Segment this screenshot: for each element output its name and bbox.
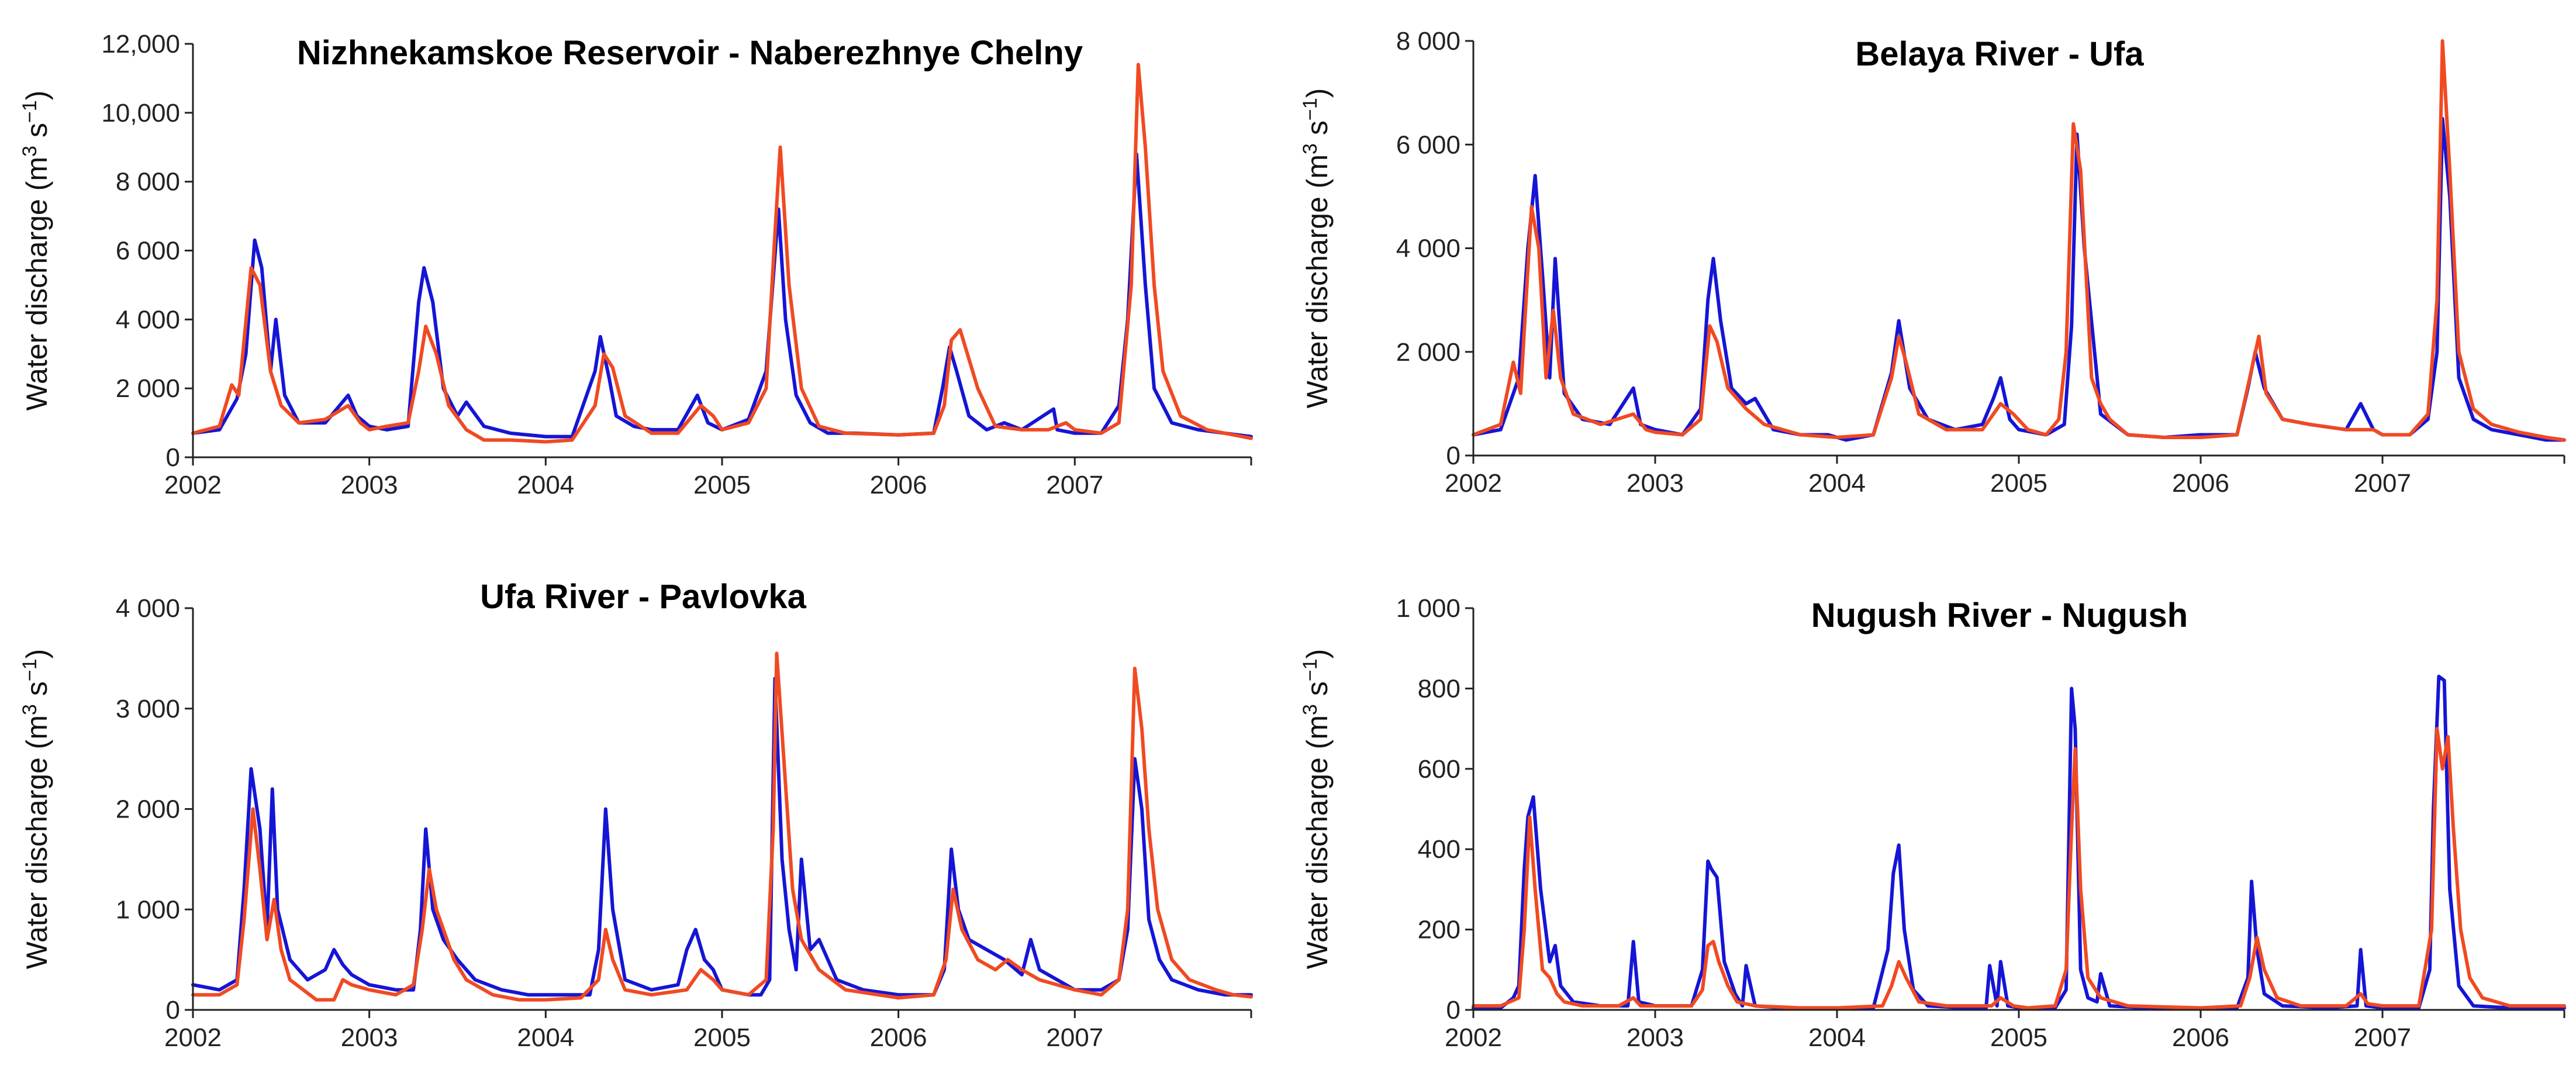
y-tick-label: 2 000	[1396, 338, 1460, 367]
y-axis-label-superscript: 3	[1299, 704, 1321, 715]
y-tick-label: 6 000	[116, 237, 180, 265]
y-tick-label: 8 000	[116, 168, 180, 196]
x-tick-label: 2002	[1445, 1023, 1502, 1052]
x-tick-label: 2003	[1627, 1023, 1684, 1052]
y-tick-label: 0	[166, 443, 180, 472]
x-tick-label: 2006	[2172, 1023, 2229, 1052]
x-tick-label: 2006	[870, 1023, 927, 1052]
y-tick-label: 0	[166, 996, 180, 1025]
panel-belaya: 0 2 000 4 000 6 000 8 000 2002 2003 2004 2005 200…	[1299, 27, 2566, 498]
series-simulated-line	[191, 63, 1253, 444]
y-axis-label-part: )	[20, 91, 53, 101]
panel-title: Belaya River - Ufa	[1855, 35, 2144, 73]
y-axis-label: Water discharge (m3 s−1)	[1299, 88, 1334, 409]
y-tick-label: 0	[1446, 441, 1460, 470]
y-tick-label: 3 000	[116, 695, 180, 723]
y-axis-label-part: )	[1301, 649, 1334, 659]
x-tick-label: 2006	[2172, 469, 2229, 498]
x-tick-label: 2004	[1808, 1023, 1866, 1052]
x-tick-label: 2003	[341, 1023, 398, 1052]
panel-title: Ufa River - Pavlovka	[480, 578, 806, 616]
panel-nizhnekamskoe: 0 2 000 4 000 6 000 8 000 10,000 12,000 2002 200…	[19, 30, 1253, 499]
y-axis-label-superscript: 3	[19, 704, 41, 715]
series-simulated-line	[1472, 39, 2566, 442]
y-tick-label: 4 000	[1396, 234, 1460, 263]
y-axis-label-superscript: 3	[1299, 143, 1321, 154]
y-tick-label: 4 000	[116, 305, 180, 334]
y-tick-label: 2 000	[116, 795, 180, 824]
y-axis-label-superscript: −1	[19, 658, 41, 681]
y-axis-label-part: Water discharge (m	[20, 157, 53, 411]
x-tick-label: 2002	[1445, 469, 1502, 498]
y-axis-label-superscript: 3	[19, 146, 41, 157]
x-tick-label: 2005	[693, 1023, 751, 1052]
x-tick-label: 2006	[870, 471, 927, 499]
x-tick-label: 2005	[693, 471, 751, 499]
y-axis-label-superscript: −1	[1299, 98, 1321, 120]
y-axis-label-part: s	[20, 123, 53, 146]
y-axis-label-part: Water discharge (m	[1301, 154, 1334, 408]
y-axis-label-part: )	[1301, 88, 1334, 98]
x-tick-label: 2007	[1046, 471, 1103, 499]
y-axis-label-superscript: −1	[1299, 658, 1321, 681]
x-tick-label: 2004	[517, 1023, 574, 1052]
panel-title: Nizhnekamskoe Reservoir - Naberezhnye Ch…	[297, 34, 1083, 72]
y-axis-label-superscript: −1	[19, 100, 41, 123]
x-tick-label: 2004	[1808, 469, 1866, 498]
y-tick-label: 800	[1418, 674, 1460, 703]
panel-nugush: 0 200 400 600 800 1 000 2002 2003 2004 2005 2006 20…	[1299, 594, 2566, 1052]
x-tick-label: 2005	[1990, 1023, 2047, 1052]
x-tick-label: 2002	[164, 1023, 222, 1052]
series-observed-line	[191, 152, 1253, 439]
x-tick-label: 2005	[1990, 469, 2047, 498]
y-tick-label: 600	[1418, 755, 1460, 784]
y-tick-label: 8 000	[1396, 27, 1460, 56]
panel-ufa: 0 1 000 2 000 3 000 4 000 2002 2003 2004 2005 200…	[19, 578, 1253, 1052]
y-tick-label: 6 000	[1396, 130, 1460, 159]
y-tick-label: 2 000	[116, 374, 180, 403]
y-axis-label-part: s	[20, 681, 53, 704]
y-tick-label: 0	[1446, 996, 1460, 1025]
y-tick-label: 10,000	[101, 99, 180, 127]
y-axis-label-part: Water discharge (m	[20, 715, 53, 969]
y-axis-label: Water discharge (m3 s−1)	[19, 649, 53, 970]
series-simulated-line	[1472, 727, 2566, 1010]
x-tick-label: 2007	[2354, 469, 2411, 498]
series-observed-line	[1472, 116, 2566, 442]
y-axis-label-part: Water discharge (m	[1301, 715, 1334, 969]
x-tick-label: 2007	[1046, 1023, 1103, 1052]
y-tick-label: 400	[1418, 835, 1460, 864]
y-tick-label: 200	[1418, 916, 1460, 944]
y-axis-label-part: )	[20, 649, 53, 659]
y-tick-label: 1 000	[116, 895, 180, 924]
x-tick-label: 2003	[1627, 469, 1684, 498]
y-tick-label: 12,000	[101, 30, 180, 58]
x-tick-label: 2003	[341, 471, 398, 499]
series-simulated-line	[191, 651, 1253, 1002]
y-tick-label: 4 000	[116, 594, 180, 623]
series-observed-line	[1472, 674, 2566, 1010]
x-tick-label: 2002	[164, 471, 222, 499]
y-axis-label-part: s	[1301, 681, 1334, 704]
y-axis-label-part: s	[1301, 120, 1334, 143]
panel-title: Nugush River - Nugush	[1811, 596, 2188, 634]
x-tick-label: 2007	[2354, 1023, 2411, 1052]
y-axis-label: Water discharge (m3 s−1)	[19, 91, 53, 411]
y-tick-label: 1 000	[1396, 594, 1460, 623]
y-axis-label: Water discharge (m3 s−1)	[1299, 649, 1334, 970]
series-observed-line	[191, 677, 1253, 997]
x-tick-label: 2004	[517, 471, 574, 499]
